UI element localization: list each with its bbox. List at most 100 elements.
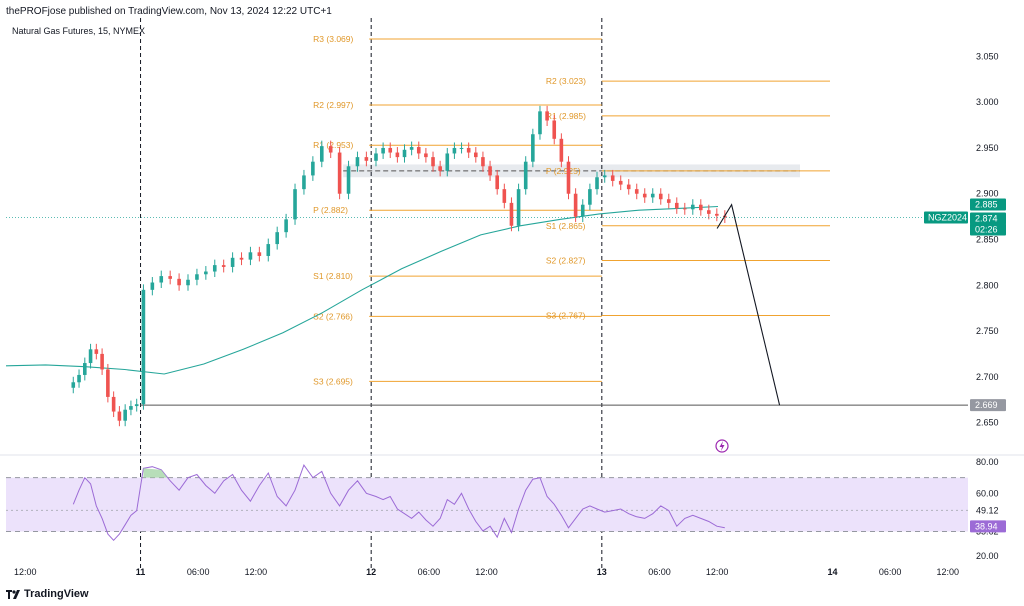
projection-path xyxy=(716,203,781,406)
candle-body-64 xyxy=(559,138,564,162)
candle-body-8 xyxy=(117,411,122,421)
time-tick-2: 06:00 xyxy=(187,567,210,577)
candle-body-77 xyxy=(658,193,663,200)
candle-body-63 xyxy=(552,120,557,139)
candle-body-50 xyxy=(459,147,464,149)
candle-body-33 xyxy=(328,146,333,153)
candle-body-84 xyxy=(715,213,719,216)
moving-average-line xyxy=(5,205,719,375)
candle-body-70 xyxy=(602,175,607,178)
candle-body-73 xyxy=(626,184,631,190)
candle-body-58 xyxy=(516,189,521,226)
time-tick-10: 14 xyxy=(827,567,837,577)
candle-body-59 xyxy=(523,161,528,190)
candle-body-45 xyxy=(424,153,428,158)
time-tick-9: 12:00 xyxy=(706,567,729,577)
time-tick-0: 12:00 xyxy=(14,567,37,577)
candle-body-49 xyxy=(452,147,457,154)
candle-body-9 xyxy=(123,409,127,421)
time-tick-5: 06:00 xyxy=(418,567,441,577)
candle-body-56 xyxy=(502,189,507,203)
candle-body-0 xyxy=(71,382,76,388)
pivot-label-8: R1 (2.985) xyxy=(546,111,586,121)
pivot-label-10: S1 (2.865) xyxy=(546,221,586,231)
candle-body-57 xyxy=(509,202,514,226)
price-tick-0: 3.050 xyxy=(976,51,999,61)
candle-body-69 xyxy=(595,177,599,190)
candle-body-20 xyxy=(212,265,217,272)
price-tick-5: 2.800 xyxy=(976,280,999,290)
price-tag-countdown: 02:26 xyxy=(975,225,998,235)
candle-body-80 xyxy=(682,208,687,210)
candle-body-34 xyxy=(337,152,342,194)
symbol-tag-bg xyxy=(924,211,968,224)
tradingview-logo[interactable]: TradingView xyxy=(6,588,89,600)
price-tag-last: 2.874 xyxy=(975,214,998,224)
time-tick-12: 12:00 xyxy=(937,567,960,577)
candle-body-72 xyxy=(618,180,623,185)
candle-body-31 xyxy=(311,161,315,176)
pivot-label-6: S3 (2.695) xyxy=(313,376,353,386)
candle-body-52 xyxy=(474,152,478,158)
candle-body-16 xyxy=(177,278,181,286)
candle-body-3 xyxy=(88,349,93,364)
price-tick-3: 2.900 xyxy=(976,189,999,199)
candle-body-54 xyxy=(488,166,492,176)
candle-body-5 xyxy=(100,353,104,370)
price-tag-high: 2.885 xyxy=(975,199,998,209)
rsi-tick-2: 49.12 xyxy=(976,505,999,515)
candle-body-35 xyxy=(346,166,351,194)
candle-body-36 xyxy=(355,157,360,167)
symbol-title[interactable]: Natural Gas Futures, 15, NYMEX xyxy=(12,26,146,36)
candle-body-53 xyxy=(481,157,485,167)
price-tick-6: 2.750 xyxy=(976,326,999,336)
rsi-line xyxy=(72,464,725,542)
rsi-overbought-fill xyxy=(143,468,168,478)
candle-body-37 xyxy=(364,157,369,161)
candle-body-62 xyxy=(545,111,549,121)
rsi-tick-0: 80.00 xyxy=(976,457,999,467)
time-tick-11: 06:00 xyxy=(879,567,902,577)
candle-body-15 xyxy=(168,276,172,279)
candle-body-10 xyxy=(129,406,133,410)
pivot-label-4: S1 (2.810) xyxy=(313,271,353,281)
candle-body-68 xyxy=(588,189,592,205)
brand-label: TradingView xyxy=(24,588,89,600)
candle-body-40 xyxy=(388,147,393,153)
candle-body-65 xyxy=(566,161,571,194)
pivot-label-0: R3 (3.069) xyxy=(313,34,353,44)
candle-body-46 xyxy=(431,157,435,167)
candle-body-39 xyxy=(381,147,385,154)
price-tag-last-bg xyxy=(970,212,1006,225)
candle-body-17 xyxy=(186,279,190,286)
candle-body-79 xyxy=(674,202,679,209)
candle-body-81 xyxy=(690,204,695,210)
time-tick-4: 12 xyxy=(366,567,376,577)
time-tick-1: 11 xyxy=(136,567,146,577)
price-tag-high-bg xyxy=(970,198,1006,211)
candle-body-25 xyxy=(257,252,262,256)
price-tick-1: 3.000 xyxy=(976,97,999,107)
candle-body-66 xyxy=(573,193,578,217)
candle-body-83 xyxy=(707,210,711,214)
price-tick-7: 2.700 xyxy=(976,372,999,382)
candle-body-11 xyxy=(134,404,139,407)
candle-body-32 xyxy=(319,146,324,162)
candle-body-78 xyxy=(666,199,671,203)
candle-body-14 xyxy=(159,276,164,283)
candle-body-12 xyxy=(141,289,146,405)
pivot-label-5: S2 (2.766) xyxy=(313,311,353,321)
pivot-label-11: S2 (2.827) xyxy=(546,256,586,266)
rsi-tick-1: 60.00 xyxy=(976,488,999,498)
candle-body-82 xyxy=(699,204,703,211)
candle-body-22 xyxy=(230,257,235,267)
tradingview-icon xyxy=(6,589,20,599)
candle-body-42 xyxy=(402,149,407,158)
time-tick-7: 13 xyxy=(597,567,607,577)
publisher-caption: thePROFjose published on TradingView.com… xyxy=(6,6,332,17)
rsi-tag: 38.94 xyxy=(975,521,998,531)
candle-body-61 xyxy=(538,111,542,135)
time-tick-3: 12:00 xyxy=(245,567,268,577)
pivot-label-2: R1 (2.953) xyxy=(313,140,353,150)
